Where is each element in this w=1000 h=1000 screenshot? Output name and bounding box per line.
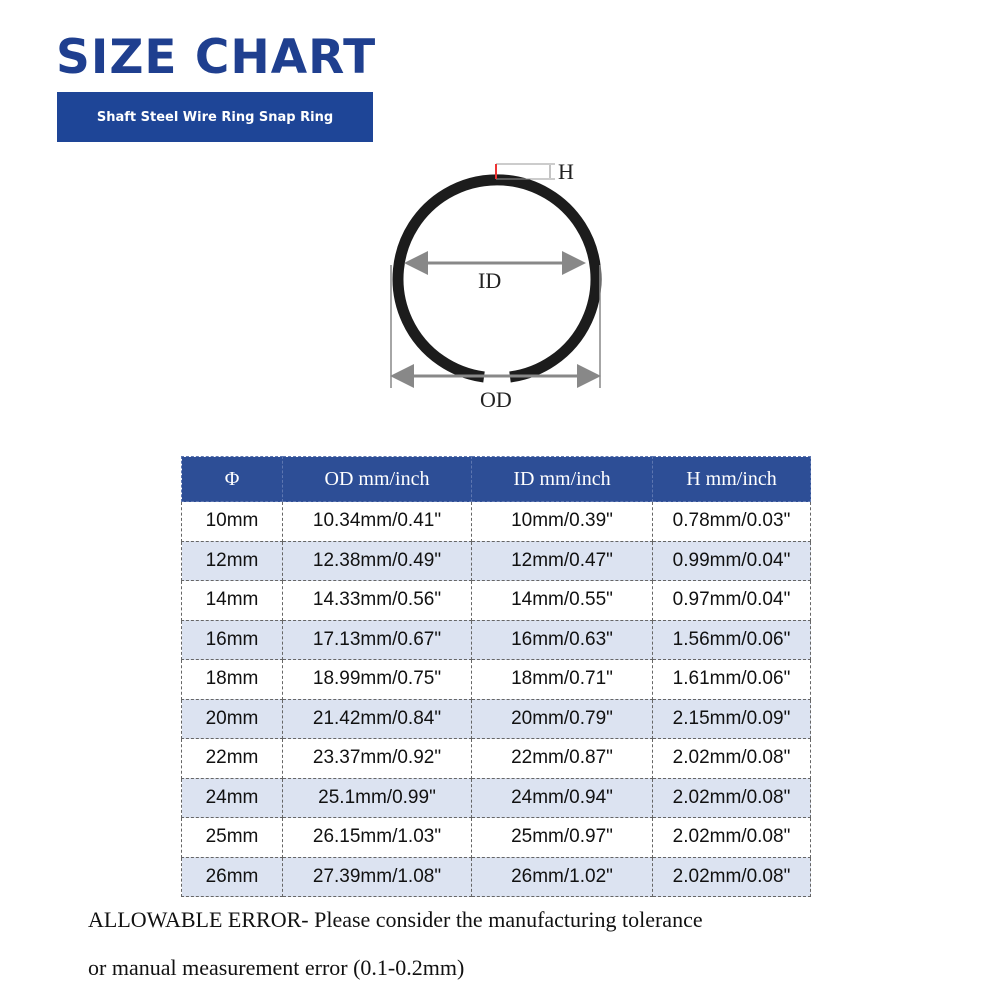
note-line-1: ALLOWABLE ERROR- Please consider the man… bbox=[88, 907, 703, 932]
snap-ring-diagram: H ID OD bbox=[390, 159, 602, 412]
table-cell: 24mm/0.94" bbox=[471, 777, 653, 818]
table-cell: 10mm/0.39" bbox=[471, 501, 653, 542]
table-cell: 14.33mm/0.56" bbox=[282, 580, 472, 621]
page-title: SIZE CHART bbox=[56, 30, 377, 85]
table-row: 26mm 27.39mm/1.08" 26mm/1.02" 2.02mm/0.08" bbox=[181, 856, 811, 897]
table-cell: 10mm bbox=[181, 501, 283, 542]
table-cell: 26.15mm/1.03" bbox=[282, 817, 472, 858]
h-label: H bbox=[558, 159, 574, 184]
table-cell: 14mm bbox=[181, 580, 283, 621]
table-row: 10mm 10.34mm/0.41" 10mm/0.39" 0.78mm/0.03" bbox=[181, 501, 811, 542]
table-cell: 12mm bbox=[181, 540, 283, 581]
table-cell: 2.02mm/0.08" bbox=[652, 738, 811, 779]
table-cell: 17.13mm/0.67" bbox=[282, 619, 472, 660]
table-row: 25mm 26.15mm/1.03" 25mm/0.97" 2.02mm/0.08" bbox=[181, 817, 811, 858]
table-cell: 0.78mm/0.03" bbox=[652, 501, 811, 542]
note-line-2: or manual measurement error (0.1-0.2mm) bbox=[88, 955, 465, 980]
table-cell: 25.1mm/0.99" bbox=[282, 777, 472, 818]
table-cell: 2.15mm/0.09" bbox=[652, 698, 811, 739]
table-cell: 25mm/0.97" bbox=[471, 817, 653, 858]
table-row: 24mm 25.1mm/0.99" 24mm/0.94" 2.02mm/0.08" bbox=[181, 777, 811, 818]
table-cell: 16mm/0.63" bbox=[471, 619, 653, 660]
table-cell: 23.37mm/0.92" bbox=[282, 738, 472, 779]
table-cell: 20mm bbox=[181, 698, 283, 739]
subtitle-banner: Shaft Steel Wire Ring Snap Ring bbox=[57, 92, 373, 142]
table-cell: 16mm bbox=[181, 619, 283, 660]
table-row: 14mm 14.33mm/0.56" 14mm/0.55" 0.97mm/0.04" bbox=[181, 580, 811, 621]
table-row: 12mm 12.38mm/0.49" 12mm/0.47" 0.99mm/0.04" bbox=[181, 540, 811, 581]
table-cell: 18mm bbox=[181, 659, 283, 700]
table-cell: 12mm/0.47" bbox=[471, 540, 653, 581]
table-row: 16mm 17.13mm/0.67" 16mm/0.63" 1.56mm/0.06" bbox=[181, 619, 811, 660]
table-cell: 18mm/0.71" bbox=[471, 659, 653, 700]
table-row: 22mm 23.37mm/0.92" 22mm/0.87" 2.02mm/0.08" bbox=[181, 738, 811, 779]
snap-ring bbox=[392, 174, 602, 383]
table-cell: 1.61mm/0.06" bbox=[652, 659, 811, 700]
table-cell: 14mm/0.55" bbox=[471, 580, 653, 621]
header-od: OD mm/inch bbox=[282, 456, 472, 502]
table-cell: 25mm bbox=[181, 817, 283, 858]
size-table: Φ OD mm/inch ID mm/inch H mm/inch 10mm 10… bbox=[181, 456, 811, 897]
table-cell: 2.02mm/0.08" bbox=[652, 817, 811, 858]
table-cell: 0.97mm/0.04" bbox=[652, 580, 811, 621]
table-row: 20mm 21.42mm/0.84" 20mm/0.79" 2.15mm/0.09" bbox=[181, 698, 811, 739]
table-cell: 18.99mm/0.75" bbox=[282, 659, 472, 700]
header-phi: Φ bbox=[181, 456, 283, 502]
table-cell: 22mm bbox=[181, 738, 283, 779]
header-id: ID mm/inch bbox=[471, 456, 653, 502]
table-cell: 0.99mm/0.04" bbox=[652, 540, 811, 581]
table-cell: 26mm bbox=[181, 856, 283, 897]
table-cell: 20mm/0.79" bbox=[471, 698, 653, 739]
table-cell: 2.02mm/0.08" bbox=[652, 777, 811, 818]
table-cell: 10.34mm/0.41" bbox=[282, 501, 472, 542]
id-label: ID bbox=[478, 268, 501, 293]
table-row: 18mm 18.99mm/0.75" 18mm/0.71" 1.61mm/0.06" bbox=[181, 659, 811, 700]
table-cell: 26mm/1.02" bbox=[471, 856, 653, 897]
table-cell: 27.39mm/1.08" bbox=[282, 856, 472, 897]
table-cell: 24mm bbox=[181, 777, 283, 818]
od-label: OD bbox=[480, 387, 512, 412]
table-cell: 1.56mm/0.06" bbox=[652, 619, 811, 660]
table-cell: 2.02mm/0.08" bbox=[652, 856, 811, 897]
allowable-error-note: ALLOWABLE ERROR- Please consider the man… bbox=[88, 896, 703, 992]
table-cell: 21.42mm/0.84" bbox=[282, 698, 472, 739]
table-cell: 12.38mm/0.49" bbox=[282, 540, 472, 581]
header-h: H mm/inch bbox=[652, 456, 811, 502]
table-cell: 22mm/0.87" bbox=[471, 738, 653, 779]
